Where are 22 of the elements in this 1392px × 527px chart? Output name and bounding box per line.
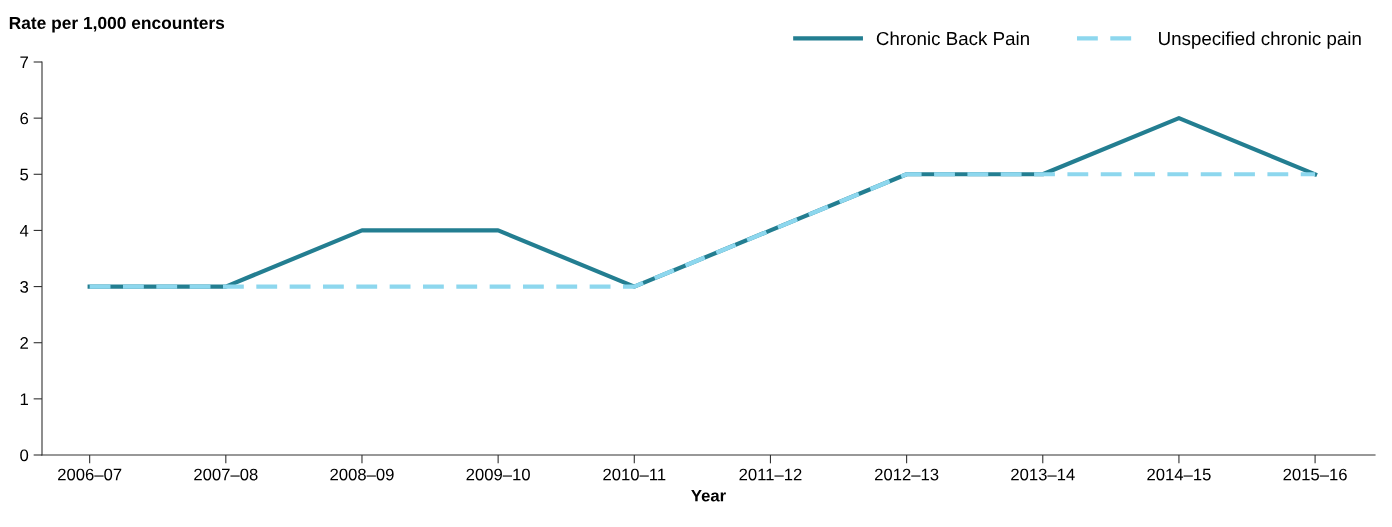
- y-tick-label: 4: [19, 225, 29, 237]
- y-tick-label: 1: [20, 393, 28, 405]
- y-axis-title: Rate per 1,000 encounters: [9, 16, 225, 33]
- legend-label: Chronic Back Pain: [876, 31, 1029, 46]
- x-tick-label: 2012–13: [875, 468, 939, 481]
- legend-label: Unspecified chronic pain: [1159, 31, 1361, 49]
- y-tick-label: 5: [20, 168, 29, 181]
- y-tick-label: 0: [20, 449, 29, 462]
- y-tick-label: 6: [20, 112, 29, 125]
- x-tick-label: 2007–08: [194, 468, 258, 481]
- x-tick-label: 2011–12: [739, 468, 802, 481]
- x-tick-label: 2015–16: [1283, 468, 1347, 481]
- y-tick-label: 7: [20, 56, 28, 69]
- x-tick-label: 2013–14: [1011, 468, 1075, 481]
- x-tick-label: 2009–10: [466, 468, 530, 481]
- y-tick-label: 3: [20, 280, 29, 293]
- x-tick-label: 2008–09: [330, 468, 394, 481]
- x-tick-label: 2014–15: [1147, 468, 1211, 481]
- y-tick-label: 2: [20, 337, 28, 349]
- x-tick-label: 2010–11: [603, 468, 666, 481]
- x-axis-title: Year: [691, 489, 726, 502]
- x-tick-label: 2006–07: [58, 468, 122, 481]
